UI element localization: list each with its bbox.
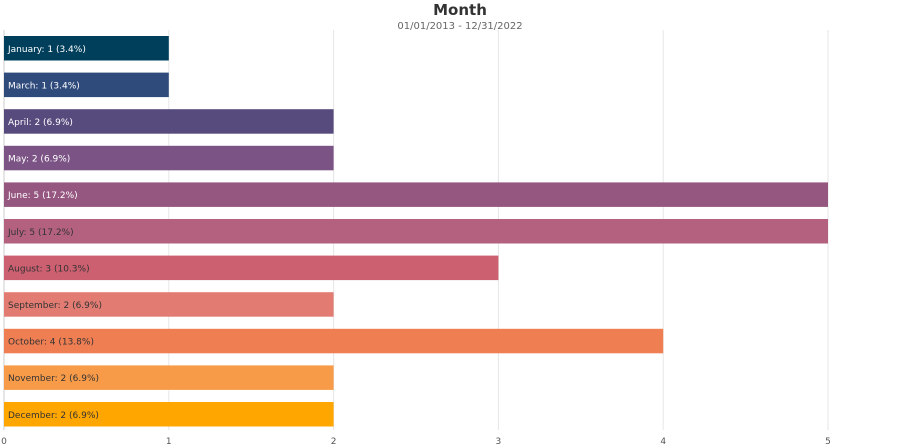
bar [4, 182, 828, 207]
bar [4, 255, 499, 281]
bar-data-label: April: 2 (6.9%) [8, 118, 73, 128]
bar-data-label: July: 5 (17.2%) [7, 228, 74, 238]
bar [4, 328, 664, 354]
bar-data-label: August: 3 (10.3%) [8, 264, 90, 274]
x-tick-label: 0 [1, 437, 7, 447]
bar [4, 219, 828, 244]
bar-data-label: October: 4 (13.8%) [8, 338, 94, 348]
bar-data-label: June: 5 (17.2%) [7, 191, 78, 201]
bar [4, 72, 169, 98]
bar-data-label: May: 2 (6.9%) [8, 155, 70, 165]
x-tick-label: 4 [660, 437, 666, 447]
x-tick-label: 1 [166, 437, 172, 447]
bar [4, 402, 334, 427]
bar [4, 365, 334, 390]
bar [4, 292, 334, 317]
chart-title: Month [433, 1, 487, 19]
x-tick-label: 3 [496, 437, 502, 447]
x-tick-label: 2 [331, 437, 337, 447]
bar [4, 36, 169, 61]
bar-data-label: January: 1 (3.4%) [7, 45, 86, 55]
bar-data-label: November: 2 (6.9%) [8, 374, 99, 384]
chart-subtitle: 01/01/2013 - 12/31/2022 [397, 21, 523, 32]
x-tick-label: 5 [825, 437, 831, 447]
bar-data-label: December: 2 (6.9%) [8, 411, 99, 421]
bar-data-label: September: 2 (6.9%) [8, 301, 102, 311]
bar-data-label: March: 1 (3.4%) [8, 81, 80, 91]
bar [4, 145, 334, 171]
bar [4, 109, 334, 134]
